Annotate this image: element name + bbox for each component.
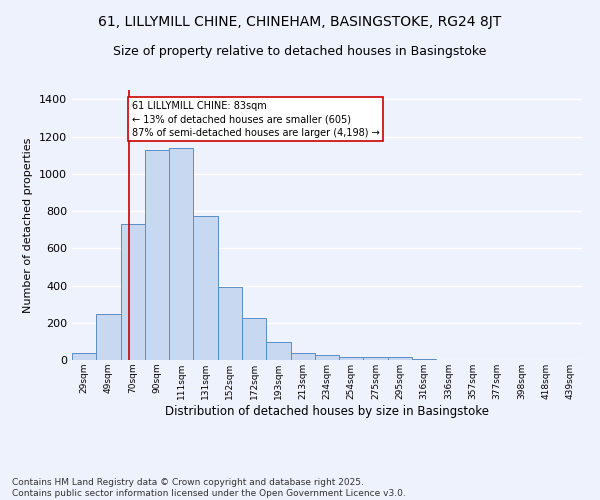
Bar (121, 224, 145, 360)
Text: 61, LILLYMILL CHINE, CHINEHAM, BASINGSTOKE, RG24 8JT: 61, LILLYMILL CHINE, CHINEHAM, BASINGSTO… (98, 15, 502, 29)
Bar (193, 216, 218, 360)
Bar (412, 359, 436, 360)
Bar (218, 288, 242, 360)
Bar (266, 342, 290, 360)
Bar (364, 357, 388, 360)
Bar (145, 150, 169, 360)
Bar (72, 354, 96, 360)
Y-axis label: Number of detached properties: Number of detached properties (23, 138, 34, 312)
X-axis label: Distribution of detached houses by size in Basingstoke: Distribution of detached houses by size … (165, 404, 489, 417)
Text: Size of property relative to detached houses in Basingstoke: Size of property relative to detached ho… (113, 45, 487, 58)
Bar (242, 318, 266, 360)
Bar (315, 356, 339, 360)
Bar (290, 354, 315, 360)
Bar (339, 356, 364, 360)
Bar (96, 314, 121, 360)
Text: Contains HM Land Registry data © Crown copyright and database right 2025.
Contai: Contains HM Land Registry data © Crown c… (12, 478, 406, 498)
Text: 61 LILLYMILL CHINE: 83sqm
← 13% of detached houses are smaller (605)
87% of semi: 61 LILLYMILL CHINE: 83sqm ← 13% of detac… (131, 101, 379, 138)
Bar (388, 357, 412, 360)
Bar (169, 148, 193, 360)
